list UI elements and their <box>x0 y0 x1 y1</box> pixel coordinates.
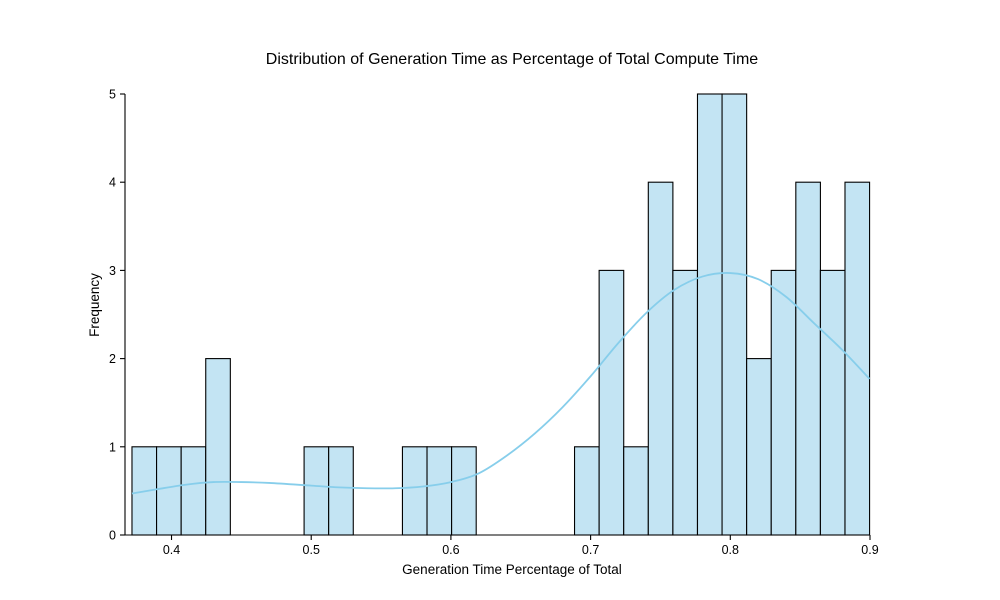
histogram-bars <box>131 93 871 536</box>
histogram-bar <box>672 269 699 536</box>
x-tick-label: 0.8 <box>722 543 739 557</box>
x-axis-label: Generation Time Percentage of Total <box>402 562 622 577</box>
x-tick-label: 0.4 <box>163 543 180 557</box>
histogram-bar <box>573 446 600 536</box>
y-tick-label: 3 <box>109 264 116 278</box>
histogram-bar <box>451 446 477 536</box>
histogram-bar <box>844 181 871 536</box>
y-tick-label: 5 <box>109 88 116 102</box>
histogram-bar <box>696 93 723 536</box>
histogram-bar <box>623 446 649 536</box>
x-tick-label: 0.5 <box>303 543 320 557</box>
histogram-bar <box>819 269 846 536</box>
histogram-bar <box>770 269 797 536</box>
kde-curve <box>131 272 871 495</box>
y-tick-label: 0 <box>109 529 116 543</box>
histogram-bar <box>647 181 674 536</box>
histogram-bar <box>205 358 231 536</box>
y-tick-label: 1 <box>109 440 116 454</box>
chart-title: Distribution of Generation Time as Perce… <box>266 51 759 68</box>
histogram-bar <box>426 446 453 536</box>
x-axis-ticks: 0.4 0.5 0.6 0.7 0.8 0.9 <box>163 535 879 557</box>
histogram-bar <box>795 181 821 536</box>
x-tick-label: 0.7 <box>582 543 599 557</box>
y-axis-ticks: 0 1 2 3 4 5 <box>109 88 125 543</box>
y-axis-label: Frequency <box>87 273 102 337</box>
y-tick-label: 2 <box>109 352 116 366</box>
histogram-bar <box>721 93 748 536</box>
histogram-bar <box>328 446 354 536</box>
histogram-bar <box>303 446 330 536</box>
histogram-bar <box>746 358 772 536</box>
histogram-bar <box>180 446 207 536</box>
y-tick-label: 4 <box>109 176 116 190</box>
histogram-bar <box>156 446 182 536</box>
x-tick-label: 0.9 <box>861 543 878 557</box>
histogram-bar <box>401 446 428 536</box>
histogram-bar <box>598 269 625 536</box>
x-tick-label: 0.6 <box>442 543 459 557</box>
